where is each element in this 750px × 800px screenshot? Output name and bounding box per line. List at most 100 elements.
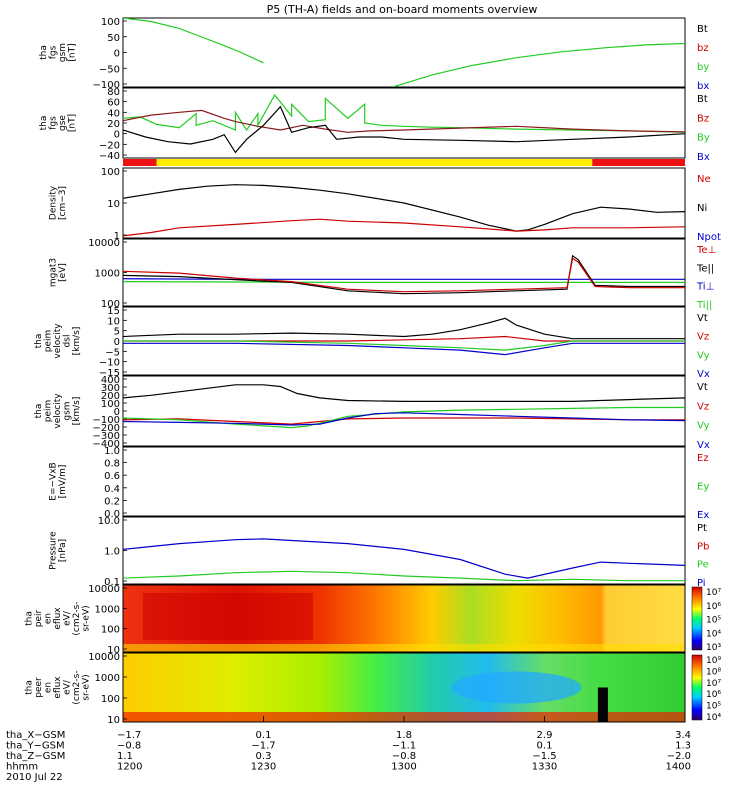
y-axis-label: peir: [34, 609, 44, 627]
x-tick-label: 1230: [251, 762, 276, 773]
legend-entry: Vt: [697, 382, 708, 393]
legend-entry: Ey: [697, 482, 709, 493]
panel-frame: [122, 584, 686, 653]
y-axis-label: tha: [25, 680, 35, 695]
y-axis-label: en: [44, 613, 54, 624]
colorbar-tick-label: 10⁸: [706, 667, 721, 677]
y-tick-label: −100: [93, 80, 120, 91]
y-tick-label: 1000: [95, 269, 120, 280]
colorbar-tick-label: 10⁶: [706, 602, 721, 612]
legend-entry: Ti⊥: [696, 282, 714, 293]
series-line-Vy: [123, 340, 685, 351]
colorbar-tick-label: 10⁵: [706, 616, 721, 626]
legend-entry: Ni: [697, 203, 707, 214]
y-axis-label: tha: [25, 611, 35, 626]
y-axis-label: [km/s]: [72, 397, 82, 426]
x-tick-label: 0.3: [256, 751, 272, 762]
y-axis-label: [eV]: [58, 263, 68, 282]
legend-entry: Te⊥: [696, 245, 716, 256]
y-tick-label: −10: [99, 358, 120, 369]
series-line-Bx: [123, 105, 685, 154]
y-tick-label: 0.1: [104, 577, 120, 588]
y-tick-label: 100: [101, 17, 120, 28]
panel-frame: [122, 87, 686, 159]
panel-peir_en_eflux: 10⁷ 10⁶ 10⁵ 10⁴ 10³ 10000 1000 100 10 tha peir en ef…: [25, 584, 722, 656]
y-tick-label: 0.8: [104, 459, 120, 470]
y-tick-label: 10: [107, 199, 120, 210]
legend-entry: Ex: [697, 510, 709, 521]
y-tick-label: 5: [114, 327, 120, 338]
x-tick-label: 0.1: [537, 741, 553, 752]
legend-entry: Vt: [697, 313, 708, 324]
y-tick-label: 80: [107, 87, 120, 98]
y-tick-label: 400: [101, 375, 120, 386]
y-tick-label: −100: [93, 415, 120, 426]
y-axis-label: gse: [58, 115, 68, 131]
series-line-Vz: [123, 417, 685, 425]
series-line-Bz: [123, 109, 685, 133]
x-axis-row-label: tha_Z−GSM: [6, 751, 65, 762]
y-tick-label: 1.0: [104, 446, 120, 457]
x-tick-label: 1200: [117, 762, 142, 773]
series-line-by: [123, 18, 264, 64]
x-tick-label: 1330: [532, 762, 557, 773]
x-tick-label: 1.1: [117, 751, 133, 762]
panel-fgs_gsm: 100 50 0 −50 −100 tha fgs gsm [nT] Bt bz by bx: [39, 17, 710, 92]
legend-entry: Ez: [697, 453, 709, 464]
y-tick-label: 1000: [95, 604, 120, 615]
y-axis-label: gsm: [58, 43, 68, 62]
heatmap-core: [451, 671, 582, 704]
heatmap-floor: [123, 644, 685, 652]
y-tick-label: −400: [93, 439, 120, 450]
y-tick-label: 0.0: [104, 509, 120, 520]
x-axis-row-label: hhmm: [6, 762, 38, 773]
y-axis-label: [nPa]: [58, 539, 68, 562]
legend-entry: Vx: [697, 440, 710, 451]
y-axis-label: mgat3: [48, 258, 58, 287]
legend-entry: Pb: [697, 541, 709, 552]
y-tick-label: 100: [101, 694, 120, 705]
x-tick-label: 1.3: [675, 741, 691, 752]
y-tick-label: −300: [93, 431, 120, 442]
legend-entry: Vx: [697, 369, 710, 380]
panel-pressure: 10.0 1.0 0.1 Pressure [nPa] Pt Pb Pe Pi: [48, 516, 709, 589]
series-line-Ti||: [123, 281, 685, 283]
y-axis-label: tha: [34, 334, 44, 349]
panel-efield: 1.0 0.80.6 0.40.2 0.0 E=−VxB [mV/m] Ez Ey Ex: [48, 446, 709, 521]
x-axis-row-label: tha_X−GSM: [6, 730, 65, 741]
y-tick-label: −5: [105, 347, 120, 358]
legend-entry: Pi: [697, 578, 706, 589]
colorbar-tick-label: 10⁴: [706, 629, 721, 639]
y-axis-label: velocity: [53, 393, 63, 429]
y-tick-label: 0.6: [104, 471, 120, 482]
y-tick-label: 100: [101, 399, 120, 410]
legend-entry: Bz: [697, 113, 709, 124]
y-axis-label: tha: [39, 116, 49, 131]
y-tick-label: 0: [114, 130, 120, 141]
series-line-Te||: [123, 254, 685, 295]
y-axis-label: [nT]: [67, 43, 77, 61]
legend-entry: Bx: [697, 152, 710, 163]
y-axis-label: peim: [44, 330, 54, 353]
y-axis-label: fgs: [48, 116, 58, 130]
legend-entry: by: [697, 62, 709, 73]
legend-entry: Pe: [697, 560, 709, 571]
y-axis-label: sr-eV): [82, 674, 92, 700]
y-tick-label: 10000: [88, 584, 120, 595]
y-axis-label: peim: [44, 400, 54, 423]
mode-bar: [123, 159, 685, 166]
y-axis-label: dsl: [63, 335, 73, 348]
x-tick-label: 2.9: [537, 730, 553, 741]
y-axis-label: gsm: [63, 401, 73, 420]
panel-frame: [122, 238, 686, 307]
heatmap-gap: [597, 687, 608, 722]
y-axis-label: eV/: [63, 610, 73, 626]
x-tick-label: −2.0: [667, 751, 691, 762]
y-axis-label: tha: [39, 45, 49, 60]
y-tick-label: 100: [101, 625, 120, 636]
